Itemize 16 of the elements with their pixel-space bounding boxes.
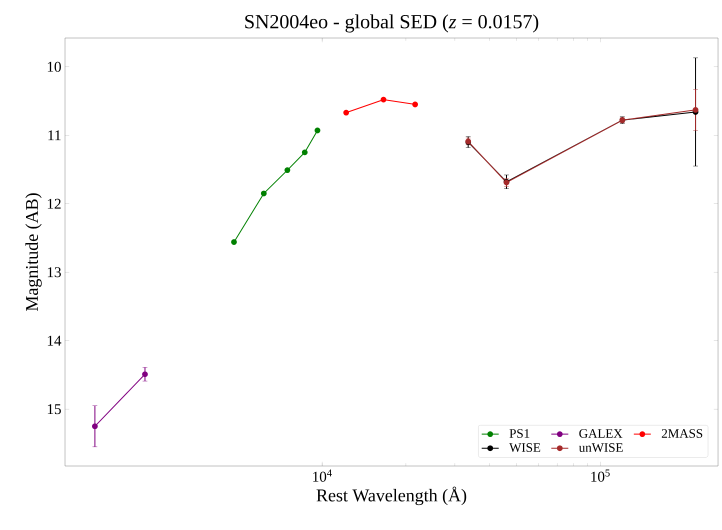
y-tick-label: 10 xyxy=(48,62,61,72)
y-tick-label: 11 xyxy=(48,130,61,140)
legend-label: WISE xyxy=(509,443,540,452)
x-tick-label: 10$^{5}$ xyxy=(591,470,610,482)
y-tick-label: 13 xyxy=(48,267,61,278)
legend-label: GALEX xyxy=(579,429,622,438)
x-axis-title: Rest Wavelength (Å) xyxy=(316,486,466,506)
y-tick-label: 15 xyxy=(48,404,61,414)
y-tick-label: 14 xyxy=(48,336,62,346)
y-tick-label: 12 xyxy=(48,198,61,209)
legend-label: PS1 xyxy=(510,429,530,438)
y-axis-title: Magnitude (AB) xyxy=(25,193,42,312)
legend-label: 2MASS xyxy=(662,429,702,438)
chart-title: SN2004eo - global SED (z = 0.0157) xyxy=(245,14,538,32)
legend-label: unWISE xyxy=(578,443,623,452)
x-tick-label: 10$^{4}$ xyxy=(313,470,332,482)
